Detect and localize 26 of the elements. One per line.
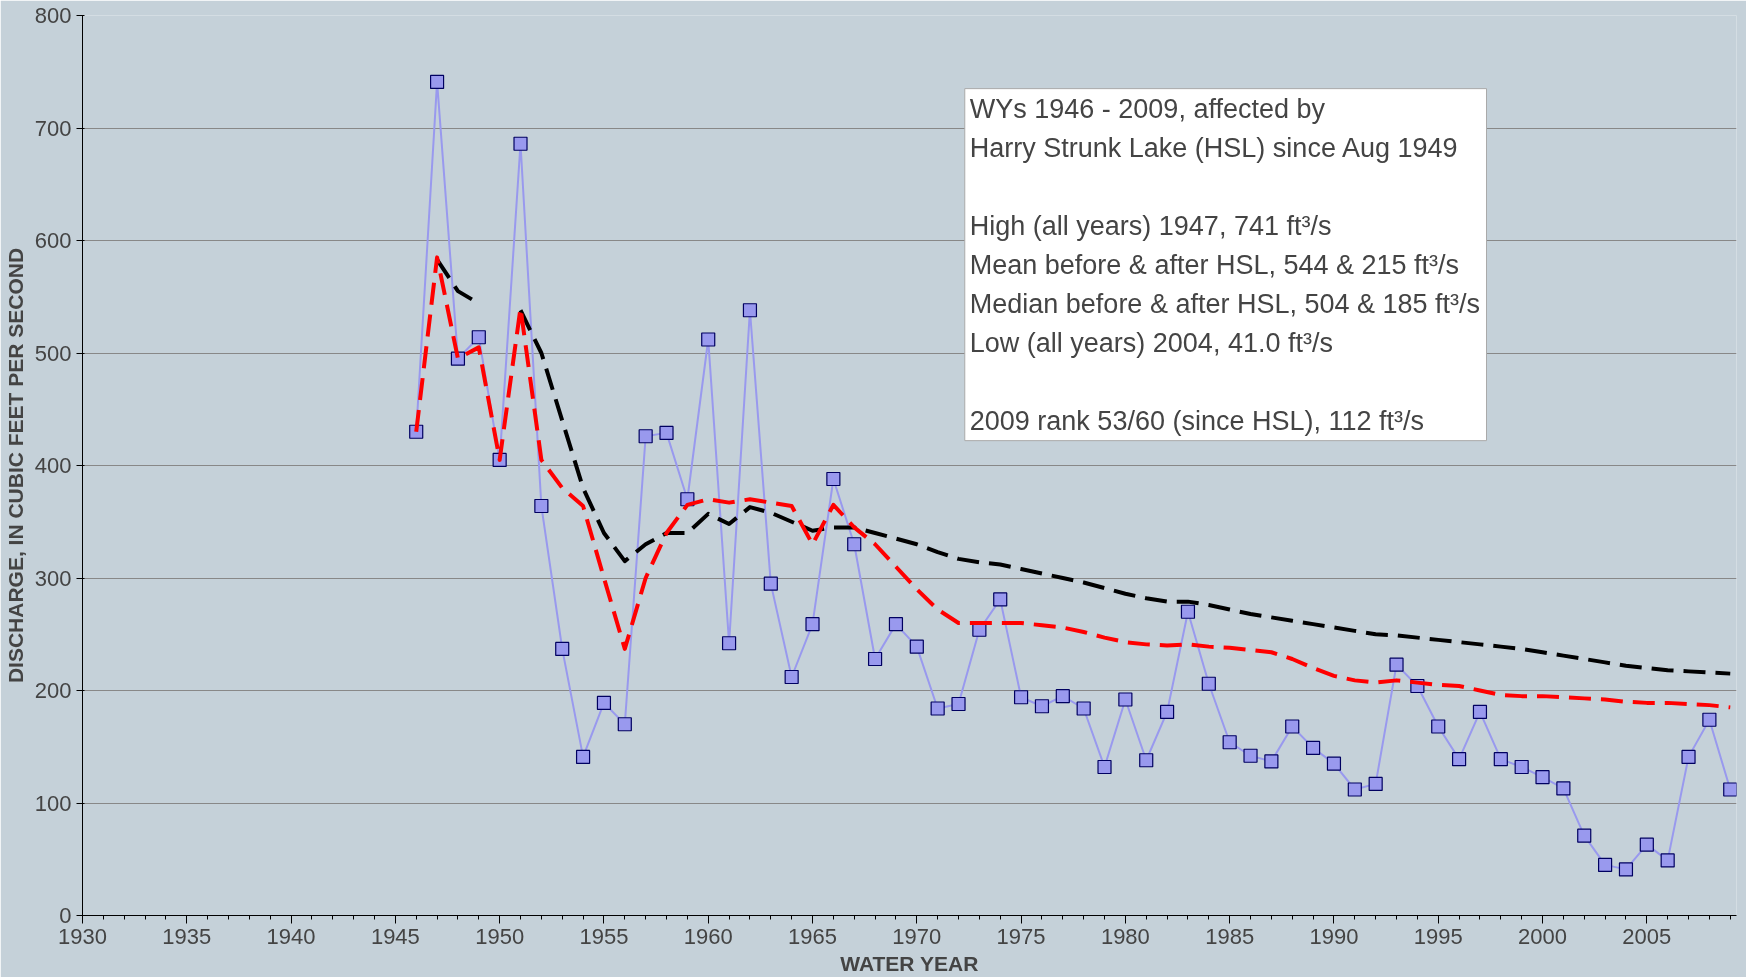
y-tick-label: 500 — [34, 340, 72, 366]
x-tick-label: 1990 — [1309, 923, 1359, 949]
x-tick-label: 1935 — [162, 923, 212, 949]
y-tick-label: 200 — [34, 678, 72, 703]
x-tick-label: 1955 — [579, 923, 629, 949]
y-tick-label: 800 — [34, 3, 72, 28]
x-tick-label: 1960 — [683, 923, 733, 949]
y-axis-title: DISCHARGE, IN CUBIC FEET PER SECOND — [3, 247, 27, 684]
x-tick-label: 1950 — [475, 923, 525, 949]
x-tick-label: 1985 — [1205, 923, 1255, 949]
y-tick-label: 400 — [34, 453, 72, 478]
y-tick-label: 700 — [34, 115, 72, 141]
x-tick-label: 1980 — [1100, 923, 1150, 949]
y-tick-label: 600 — [34, 228, 72, 253]
x-tick-label: 1975 — [996, 923, 1046, 949]
x-tick-label: 2005 — [1622, 923, 1672, 949]
x-tick-label: 1970 — [892, 923, 942, 949]
y-tick-label: 300 — [34, 565, 72, 591]
x-tick-label: 1945 — [370, 923, 420, 949]
x-tick-label: 1965 — [788, 923, 837, 949]
x-axis-title: WATER YEAR — [840, 951, 979, 975]
x-tick-label: 1995 — [1413, 923, 1463, 949]
x-tick-label: 2000 — [1518, 923, 1568, 949]
text: WYs 1946 - 2009, affected by Harry Strunk Lake (HSL) since Aug 1949 High (all years) 1947, 741 ft³/s Mean before & after HSL, 544 & 215 ft³/s Median before & after HSL, 504 & 185 ft³/s Low (all years) 2004, 41.0 ft³/s 2009 rank 53/60 (since HSL), 112 ft³/s — [969, 93, 1481, 436]
y-tick-label: 100 — [34, 790, 72, 816]
x-tick-label: 1940 — [266, 923, 316, 949]
